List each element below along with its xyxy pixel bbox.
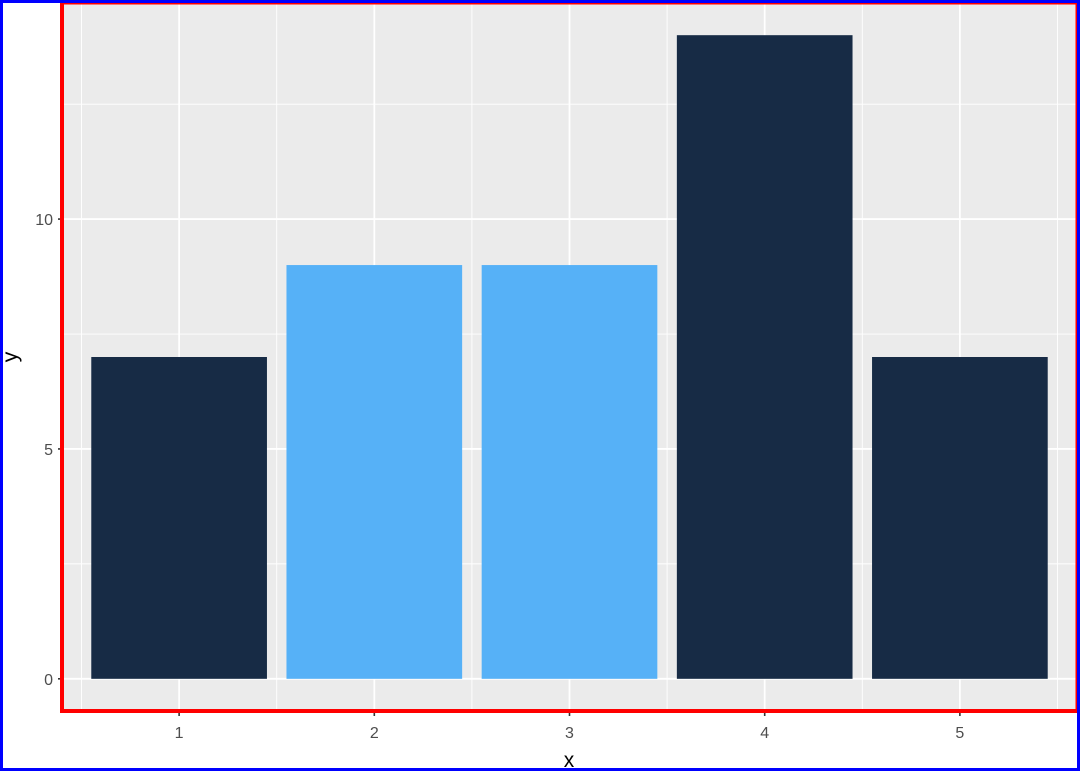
- x-tick-label: 1: [175, 725, 184, 742]
- y-tick-label: 0: [44, 672, 53, 689]
- x-tick-label: 4: [760, 725, 769, 742]
- bar-1: [91, 357, 267, 679]
- bars-group: [91, 35, 1048, 679]
- x-tick-label: 5: [955, 725, 964, 742]
- bar-3: [481, 265, 658, 679]
- y-tick-label: 5: [44, 442, 53, 459]
- x-axis-title: x: [564, 749, 575, 771]
- bar-4: [676, 35, 853, 679]
- y-axis-title: y: [0, 351, 22, 362]
- bar-5: [872, 357, 1048, 679]
- y-tick-label: 10: [35, 212, 53, 229]
- x-tick-label: 3: [565, 725, 574, 742]
- x-tick-label: 2: [370, 725, 379, 742]
- bar-2: [286, 265, 463, 679]
